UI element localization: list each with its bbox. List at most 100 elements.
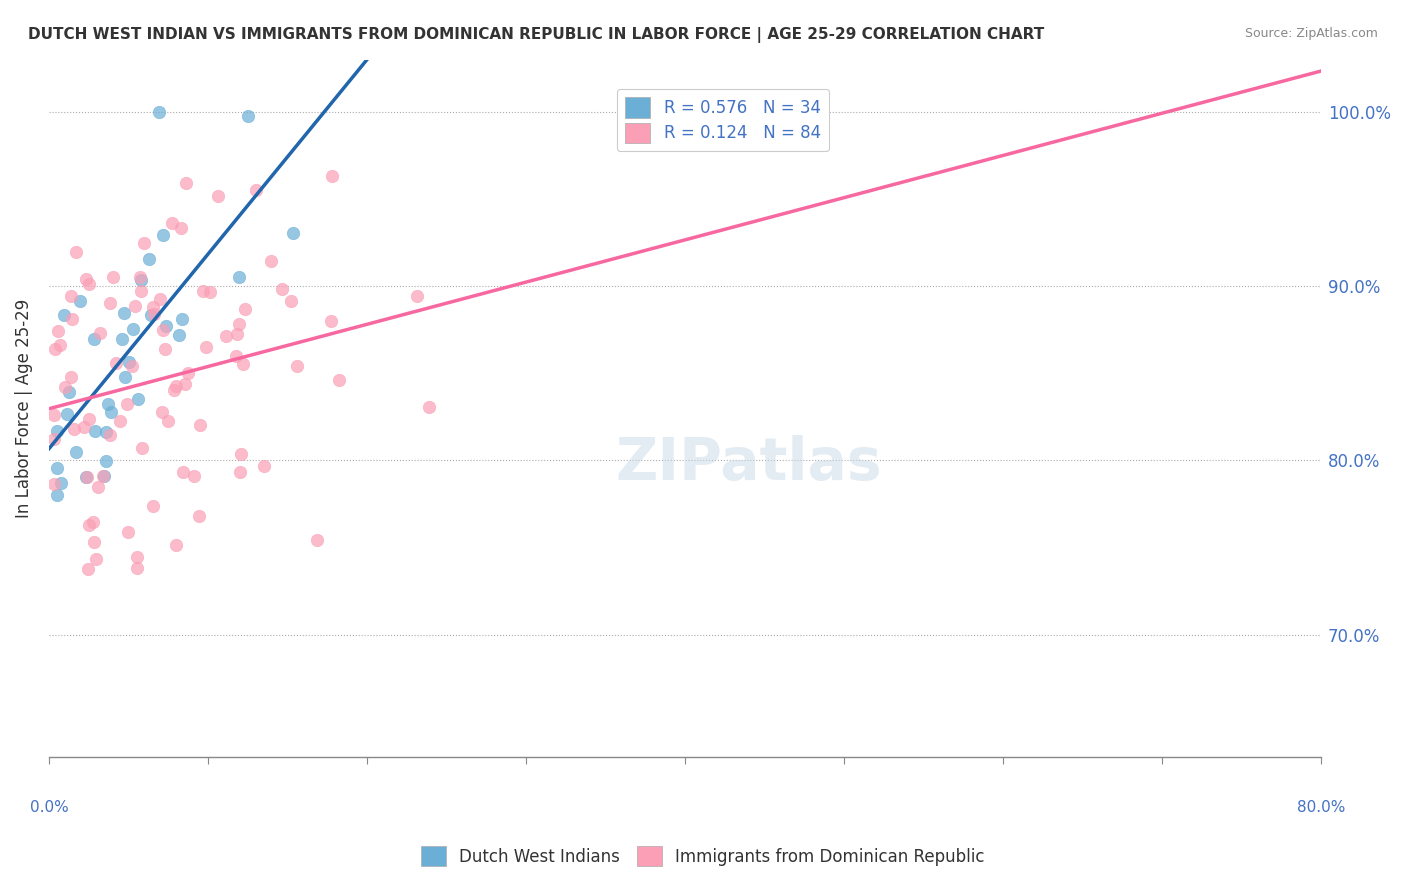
- Point: [75, 272, 97, 286]
- Point: [155, 319, 177, 334]
- Point: [270, 282, 292, 296]
- Point: [101, 270, 124, 285]
- Point: [321, 314, 343, 328]
- Point: [77, 562, 100, 576]
- Point: [55, 408, 77, 422]
- Point: [104, 356, 127, 370]
- Point: [194, 340, 217, 354]
- Point: [406, 289, 429, 303]
- Point: [167, 327, 190, 342]
- Point: [121, 359, 143, 373]
- Point: [83, 332, 105, 346]
- Point: [174, 377, 197, 392]
- Text: 0.0%: 0.0%: [30, 800, 69, 815]
- Point: [97, 397, 120, 411]
- Point: [153, 343, 176, 357]
- Point: [76, 470, 98, 484]
- Point: [148, 104, 170, 119]
- Point: [200, 285, 222, 299]
- Point: [253, 459, 276, 474]
- Point: [207, 189, 229, 203]
- Point: [170, 221, 193, 235]
- Point: [49, 338, 72, 352]
- Point: [84, 552, 107, 566]
- Point: [51, 475, 73, 490]
- Point: [108, 414, 131, 428]
- Point: [44, 342, 66, 356]
- Point: [129, 285, 152, 299]
- Point: [174, 176, 197, 190]
- Point: [115, 397, 138, 411]
- Point: [65, 445, 87, 459]
- Point: [129, 273, 152, 287]
- Point: [87, 480, 110, 494]
- Point: [127, 549, 149, 564]
- Point: [124, 299, 146, 313]
- Point: [121, 321, 143, 335]
- Text: Source: ZipAtlas.com: Source: ZipAtlas.com: [1244, 27, 1378, 40]
- Point: [233, 301, 256, 316]
- Point: [236, 110, 259, 124]
- Point: [79, 517, 101, 532]
- Point: [328, 373, 350, 387]
- Point: [152, 228, 174, 243]
- Point: [83, 535, 105, 549]
- Y-axis label: In Labor Force | Age 25-29: In Labor Force | Age 25-29: [15, 299, 32, 517]
- Point: [193, 285, 215, 299]
- Point: [142, 300, 165, 314]
- Point: [172, 312, 194, 326]
- Point: [418, 401, 440, 415]
- Point: [60, 369, 83, 384]
- Point: [69, 293, 91, 308]
- Point: [77, 277, 100, 291]
- Point: [42, 432, 65, 446]
- Point: [75, 470, 97, 484]
- Point: [98, 428, 121, 442]
- Point: [139, 308, 162, 322]
- Point: [177, 366, 200, 380]
- Point: [163, 383, 186, 397]
- Point: [225, 350, 247, 364]
- Point: [98, 296, 121, 310]
- Point: [45, 461, 67, 475]
- Point: [149, 292, 172, 306]
- Point: [93, 468, 115, 483]
- Point: [112, 305, 135, 319]
- Point: [138, 252, 160, 266]
- Point: [84, 424, 107, 438]
- Point: [229, 465, 252, 479]
- Point: [285, 359, 308, 373]
- Point: [53, 380, 76, 394]
- Point: [111, 332, 134, 346]
- Point: [45, 487, 67, 501]
- Point: [89, 326, 111, 341]
- Point: [172, 466, 194, 480]
- Point: [63, 422, 86, 436]
- Point: [157, 414, 180, 428]
- Point: [117, 525, 139, 540]
- Point: [187, 509, 209, 524]
- Point: [65, 244, 87, 259]
- Point: [125, 560, 148, 574]
- Point: [77, 412, 100, 426]
- Point: [42, 409, 65, 423]
- Point: [134, 235, 156, 250]
- Point: [142, 307, 165, 321]
- Point: [128, 269, 150, 284]
- Point: [225, 326, 247, 341]
- Point: [96, 453, 118, 467]
- Point: [228, 270, 250, 285]
- Point: [114, 370, 136, 384]
- Point: [280, 294, 302, 309]
- Point: [118, 355, 141, 369]
- Legend: R = 0.576   N = 34, R = 0.124   N = 84: R = 0.576 N = 34, R = 0.124 N = 84: [617, 89, 830, 151]
- Point: [59, 289, 82, 303]
- Point: [165, 379, 187, 393]
- Point: [131, 441, 153, 455]
- Point: [245, 183, 267, 197]
- Point: [52, 308, 75, 322]
- Point: [45, 425, 67, 439]
- Point: [321, 169, 343, 183]
- Point: [150, 405, 173, 419]
- Text: 80.0%: 80.0%: [1296, 800, 1346, 815]
